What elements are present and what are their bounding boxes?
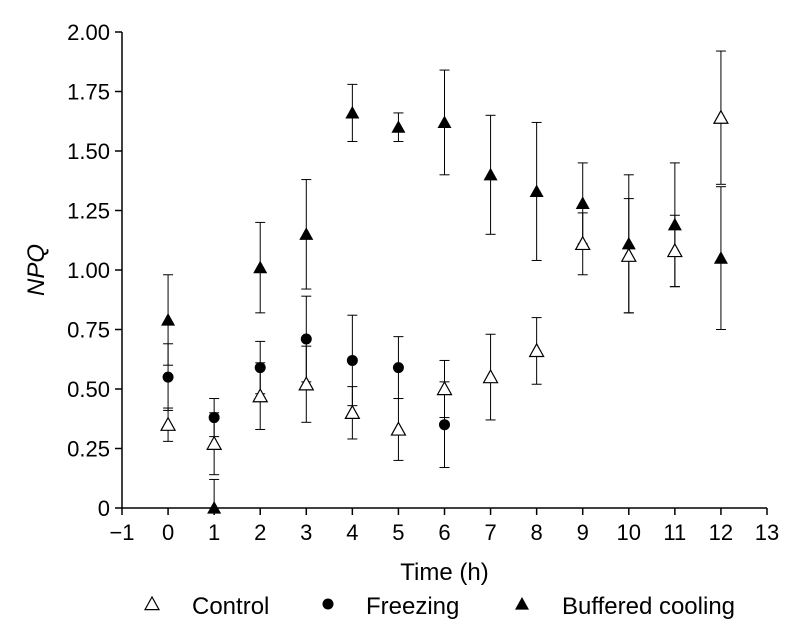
y-tick-label: 2.00	[67, 20, 110, 45]
freezing-point	[346, 354, 358, 366]
buffered-cooling-point	[621, 236, 636, 250]
legend-label-freezing: Freezing	[366, 593, 459, 620]
x-tick-label: 13	[755, 520, 779, 545]
freezing-point	[392, 362, 404, 374]
y-tick-label: 1.00	[67, 258, 110, 283]
buffered-cooling-point	[437, 115, 452, 129]
control-point	[620, 247, 637, 262]
x-tick-label: 7	[484, 520, 496, 545]
freezing-point	[254, 362, 266, 374]
control-point	[482, 368, 499, 384]
buffered-cooling-point	[667, 217, 682, 231]
markers-layer	[160, 105, 729, 514]
legend-marker-freezing	[322, 598, 334, 610]
control-point	[574, 235, 591, 251]
legend-marker-control	[143, 595, 161, 611]
buffered-cooling-point	[713, 251, 728, 264]
legend-item-control: Control	[143, 593, 269, 620]
control-point	[666, 242, 683, 258]
y-tick-label: 1.25	[67, 199, 110, 224]
x-tick-label: 1	[208, 520, 220, 545]
control-point	[712, 109, 729, 124]
control-point	[252, 387, 269, 403]
x-tick-label: 12	[709, 520, 733, 545]
x-tick-label: 11	[663, 520, 686, 545]
y-tick-label: 0.25	[67, 437, 110, 462]
legend-item-freezing: Freezing	[322, 593, 459, 620]
legend-label-control: Control	[192, 593, 269, 620]
buffered-cooling-point	[391, 120, 406, 133]
buffered-cooling-point	[575, 196, 590, 209]
y-tick-label: 0	[98, 496, 110, 521]
x-tick-label: 2	[254, 520, 266, 545]
x-tick-label: 6	[438, 520, 450, 545]
freezing-point	[162, 371, 174, 383]
y-tick-label: 1.50	[67, 139, 110, 164]
legend-label-buffered-cooling: Buffered cooling	[562, 593, 735, 620]
freezing-point	[300, 333, 312, 345]
control-point	[528, 342, 545, 358]
freezing-point	[439, 419, 450, 431]
control-point	[344, 404, 361, 419]
axes-layer: 00.250.500.751.001.251.501.752.00−1 0 1 2 3 4…	[23, 20, 779, 586]
buffered-cooling-point	[299, 227, 314, 240]
freezing-point	[208, 412, 220, 424]
control-point	[206, 435, 223, 450]
x-axis-title: Time (h)	[400, 559, 488, 586]
buffered-cooling-point	[161, 312, 176, 326]
buffered-cooling-point	[253, 260, 268, 274]
x-tick-label: 8	[531, 520, 543, 545]
y-tick-label: 1.75	[67, 80, 110, 105]
legend: Control Freezing Buffered cooling	[143, 593, 735, 620]
x-tick-label: 3	[300, 520, 312, 545]
control-point	[298, 376, 315, 391]
y-axis-title: NPQ	[23, 244, 50, 296]
buffered-cooling-point	[345, 105, 360, 119]
control-point	[436, 380, 453, 396]
buffered-cooling-point	[207, 501, 222, 514]
control-point	[390, 421, 407, 436]
x-tick-label: 0	[162, 520, 174, 545]
x-tick-label: 10	[617, 520, 641, 545]
legend-item-buffered-cooling: Buffered cooling	[515, 593, 735, 620]
control-point	[160, 416, 177, 431]
x-tick-label: 4	[346, 520, 358, 545]
x-tick-label: 9	[577, 520, 589, 545]
y-tick-label: 0.50	[67, 377, 110, 402]
y-tick-label: 0.75	[67, 318, 110, 343]
x-tick-label: −1	[109, 520, 134, 545]
x-tick-label: 5	[392, 520, 404, 545]
legend-marker-buffered-cooling	[515, 597, 529, 610]
buffered-cooling-point	[483, 167, 498, 181]
buffered-cooling-point	[529, 184, 544, 198]
